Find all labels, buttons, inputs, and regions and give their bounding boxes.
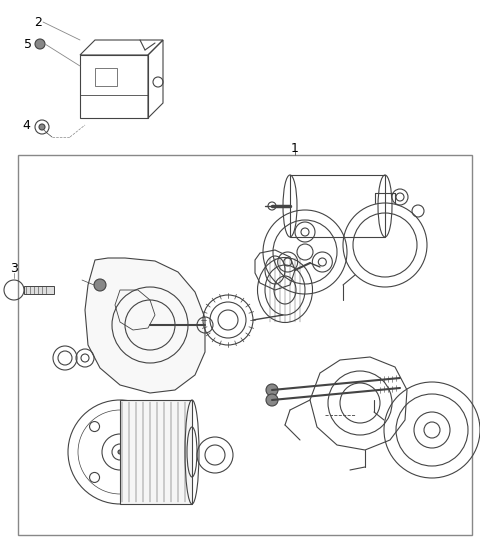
Circle shape xyxy=(266,384,278,396)
Text: 4: 4 xyxy=(22,118,30,131)
Circle shape xyxy=(118,450,122,454)
Circle shape xyxy=(94,279,106,291)
Text: 1: 1 xyxy=(291,142,299,155)
Circle shape xyxy=(266,394,278,406)
Circle shape xyxy=(39,124,45,130)
Bar xyxy=(95,68,117,86)
Text: 2: 2 xyxy=(34,16,42,28)
Text: 3: 3 xyxy=(10,262,18,275)
Bar xyxy=(120,400,192,504)
Polygon shape xyxy=(85,258,205,393)
Bar xyxy=(24,286,54,294)
Text: 5: 5 xyxy=(24,37,32,50)
Circle shape xyxy=(35,39,45,49)
Bar xyxy=(18,155,472,535)
Bar xyxy=(290,175,385,237)
